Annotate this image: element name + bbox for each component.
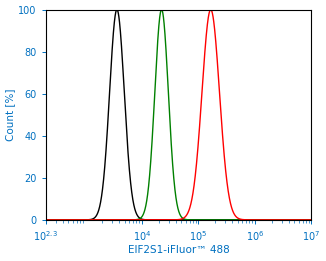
X-axis label: EIF2S1-iFluor™ 488: EIF2S1-iFluor™ 488 (128, 245, 230, 256)
Y-axis label: Count [%]: Count [%] (6, 88, 16, 141)
